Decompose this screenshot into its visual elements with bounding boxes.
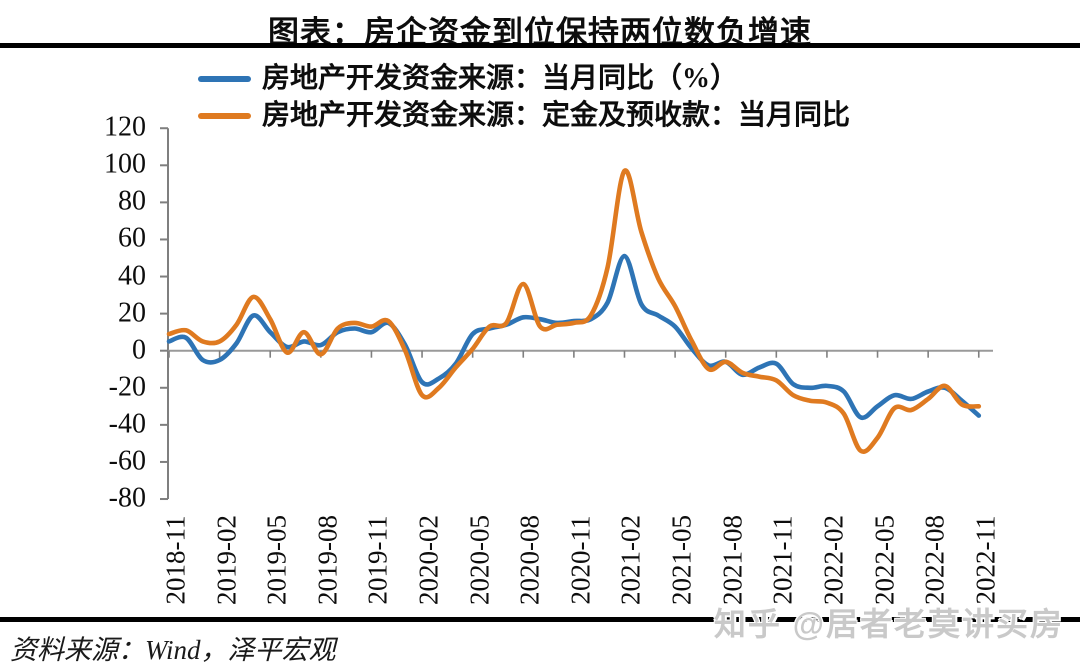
x-tick-label: 2022-05 [869,515,900,605]
x-tick-label: 2022-02 [818,515,849,605]
x-tick-label: 2022-08 [919,515,950,605]
x-tick-label: 2020-11 [565,515,596,605]
x-tick-label: 2020-02 [413,515,444,605]
top-divider-line [0,43,1080,48]
watermark: 知乎 @居者老莫讲买房 [713,606,1064,642]
x-tick-label: 2018-11 [160,515,191,605]
legend-item-deposits-yoy: 房地产开发资金来源：定金及预收款：当月同比 [198,97,850,134]
x-tick-label: 2019-08 [312,515,343,605]
y-tick-label: 60 [118,222,146,254]
x-tick-label: 2020-05 [464,515,495,605]
bottom-divider-line [0,617,1080,622]
legend-swatch-orange-line [198,112,251,119]
y-tick-label: 100 [104,148,146,180]
x-tick-label: 2021-08 [717,515,748,605]
x-tick-label: 2021-02 [615,515,646,605]
legend-label: 房地产开发资金来源：定金及预收款：当月同比 [262,99,851,131]
y-tick-label: -20 [108,371,146,403]
x-tick-label: 2021-11 [767,515,798,605]
series-line-deposits-yoy [166,168,982,454]
legend-label: 房地产开发资金来源：当月同比（%） [262,62,739,94]
y-tick-label: -40 [108,408,146,440]
y-tick-label: -80 [108,482,146,514]
y-tick-label: 0 [132,334,146,366]
y-tick-label: -60 [108,445,146,477]
x-tick-label: 2020-08 [514,515,545,605]
legend-swatch-blue-line [198,75,251,82]
x-tick-label: 2019-05 [261,515,292,605]
series-line-monthly-yoy [166,253,982,421]
y-tick-label: 20 [118,297,146,329]
source-note: 资料来源：Wind，泽平宏观 [10,635,336,662]
legend-item-monthly-yoy: 房地产开发资金来源：当月同比（%） [198,60,850,97]
x-tick-label: 2021-05 [666,515,697,605]
x-tick-label: 2019-11 [362,515,393,605]
x-tick-label: 2019-02 [211,515,242,605]
x-tick-label: 2022-11 [970,515,1001,605]
y-tick-label: 40 [118,259,146,291]
legend: 房地产开发资金来源：当月同比（%） 房地产开发资金来源：定金及预收款：当月同比 [198,60,850,134]
y-tick-label: 120 [104,111,146,143]
y-axis-labels: 120 100 80 60 40 20 0 -20 -40 -60 -80 [0,0,146,662]
y-tick-label: 80 [118,185,146,217]
